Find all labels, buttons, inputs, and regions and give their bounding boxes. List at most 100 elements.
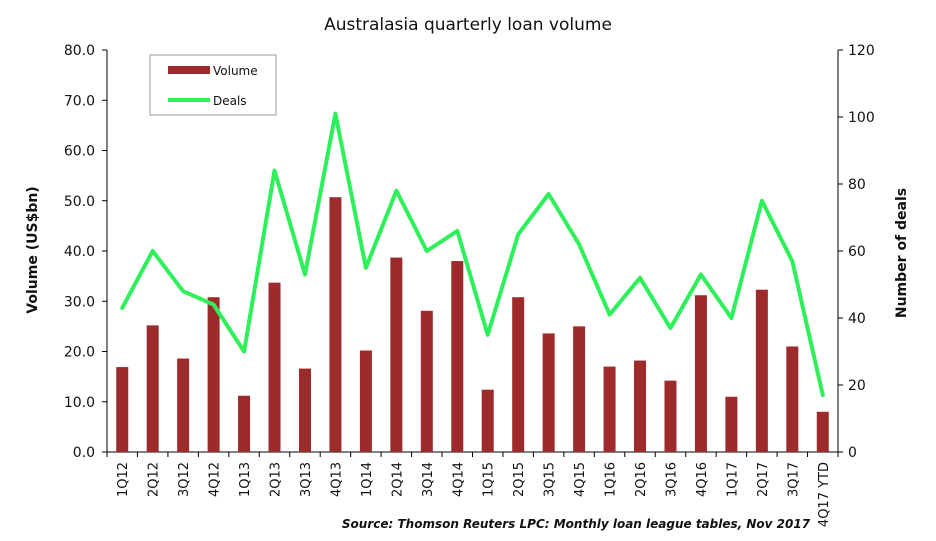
volume-bar: [451, 261, 464, 452]
right-tick-label: 80: [848, 177, 866, 193]
left-tick-label: 30.0: [64, 294, 95, 310]
right-tick-label: 60: [848, 244, 866, 260]
x-tick-label: 2Q17: [756, 462, 771, 497]
deals-point: [120, 306, 124, 310]
deals-point: [638, 276, 642, 280]
left-tick-label: 50.0: [64, 194, 95, 210]
legend-volume-label: Volume: [213, 64, 258, 78]
right-tick-label: 20: [848, 378, 866, 394]
x-tick-label: 2Q12: [147, 462, 162, 497]
deals-point: [668, 326, 672, 330]
x-tick-label: 3Q17: [786, 462, 801, 497]
volume-bar: [786, 346, 799, 452]
left-tick-label: 80.0: [64, 43, 95, 59]
deals-point: [821, 393, 825, 397]
x-tick-label: 1Q14: [360, 462, 375, 497]
y-axis-label: Volume (US$bn): [25, 186, 41, 313]
deals-point: [242, 350, 246, 353]
x-tick-label: 3Q16: [664, 462, 679, 497]
x-tick-label: 4Q14: [451, 462, 466, 497]
deals-line-layer: [120, 111, 825, 398]
volume-bar: [481, 389, 494, 452]
x-axis-ticks: 1Q12 2Q12 3Q12 4Q12 1Q13 2Q13 3Q13 4Q13 1Q14 2Q14…: [106, 452, 839, 527]
deals-point: [486, 333, 490, 337]
volume-bar: [298, 368, 311, 452]
volume-bar: [755, 289, 768, 452]
volume-bar: [146, 325, 159, 452]
volume-bar: [512, 297, 525, 452]
x-tick-label: 1Q15: [482, 462, 497, 497]
x-tick-label: 3Q14: [421, 462, 436, 497]
left-tick-label: 40.0: [64, 244, 95, 260]
right-tick-label: 40: [848, 311, 866, 327]
right-tick-label: 0: [848, 445, 857, 461]
x-tick-label: 4Q17 YTD: [817, 462, 832, 527]
x-tick-label: 3Q12: [177, 462, 192, 497]
volume-bar: [207, 297, 220, 452]
x-tick-label: 1Q12: [116, 462, 131, 497]
left-tick-label: 0.0: [73, 445, 95, 461]
deals-point: [212, 303, 216, 307]
x-tick-label: 1Q17: [725, 462, 740, 497]
deals-point: [303, 272, 307, 276]
x-tick-label: 4Q13: [329, 462, 344, 497]
source-note: Source: Thomson Reuters LPC: Monthly loa…: [342, 517, 811, 531]
deals-point: [364, 266, 368, 270]
legend-box: [149, 54, 277, 116]
deals-point: [455, 229, 459, 233]
deals-point: [547, 192, 551, 196]
legend-deals-label: Deals: [213, 94, 247, 108]
deals-point: [699, 272, 703, 276]
x-tick-label: 3Q15: [543, 462, 558, 497]
deals-point: [181, 289, 185, 293]
x-tick-label: 2Q13: [269, 462, 284, 497]
x-tick-label: 3Q13: [299, 462, 314, 497]
volume-bar: [725, 396, 738, 452]
deals-point: [577, 242, 581, 246]
legend: Volume Deals: [149, 54, 277, 116]
volume-bar: [694, 295, 707, 452]
deals-point: [608, 313, 612, 317]
left-tick-label: 20.0: [64, 345, 95, 361]
x-tick-label: 1Q13: [238, 462, 253, 497]
x-tick-label: 2Q14: [390, 462, 405, 497]
x-tick-label: 2Q15: [512, 462, 527, 497]
right-tick-label: 120: [848, 43, 875, 59]
volume-bar: [634, 360, 647, 452]
deals-point: [425, 249, 429, 253]
deals-point: [151, 249, 155, 253]
left-tick-label: 60.0: [64, 144, 95, 160]
volume-bar: [664, 380, 677, 452]
deals-point: [333, 112, 337, 116]
deals-point: [790, 259, 794, 263]
left-tick-label: 10.0: [64, 395, 95, 411]
volume-bar: [177, 358, 190, 452]
right-axis-ticks: 0 20 40 60 80 100 120: [838, 43, 875, 461]
deals-point: [273, 169, 277, 173]
legend-volume-swatch: [168, 66, 210, 74]
volume-bar: [573, 326, 586, 452]
deals-point: [729, 316, 733, 320]
volume-bars: [116, 197, 829, 452]
left-tick-label: 70.0: [64, 93, 95, 109]
x-tick-label: 4Q12: [208, 462, 223, 497]
volume-bar: [603, 366, 616, 452]
x-tick-label: 1Q16: [604, 462, 619, 497]
x-tick-label: 2Q16: [634, 462, 649, 497]
x-tick-label: 4Q16: [695, 462, 710, 497]
deals-point: [516, 232, 520, 236]
chart-title: Australasia quarterly loan volume: [324, 15, 612, 35]
volume-bar: [359, 350, 372, 452]
left-axis-ticks: 0.0 10.0 20.0 30.0 40.0 50.0 60.0 70.0 80.0: [64, 43, 107, 461]
deals-line: [120, 111, 825, 398]
volume-bar: [390, 257, 403, 452]
volume-bar: [816, 411, 829, 452]
volume-bar: [420, 310, 433, 452]
volume-bar: [238, 395, 251, 452]
x-tick-label: 4Q15: [573, 462, 588, 497]
deals-point: [760, 199, 764, 203]
deals-point: [394, 189, 398, 193]
volume-bar: [116, 367, 129, 452]
volume-bar: [329, 197, 342, 452]
